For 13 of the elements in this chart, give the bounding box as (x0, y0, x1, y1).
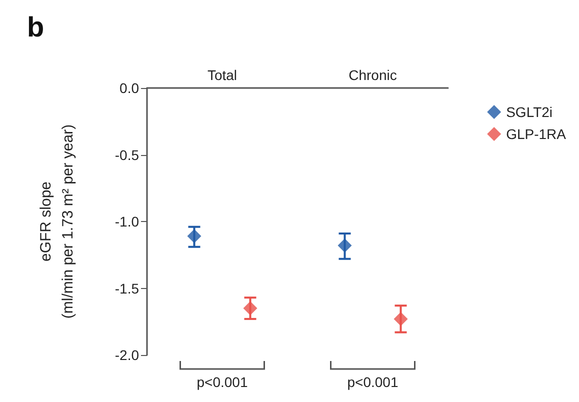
y-tick-label: 0.0 (120, 80, 140, 96)
legend-label: GLP-1RA (506, 126, 567, 142)
y-tick-label: -2.0 (114, 347, 140, 363)
y-axis-title: eGFR slope (ml/min per 1.73 m² per year) (38, 124, 76, 319)
y-tick-label: -0.5 (114, 146, 140, 163)
text: p<0.001 (347, 374, 398, 390)
x-tick-label: Total (207, 67, 238, 83)
y-tick-label: -1.0 (114, 214, 140, 230)
y-tick-label: -1.5 (114, 280, 140, 296)
chart-title: b (27, 12, 44, 42)
text: p<0.001 (196, 374, 248, 390)
x-tick-label: Chronic (348, 67, 397, 83)
legend-label: SGLT2i (506, 104, 553, 120)
